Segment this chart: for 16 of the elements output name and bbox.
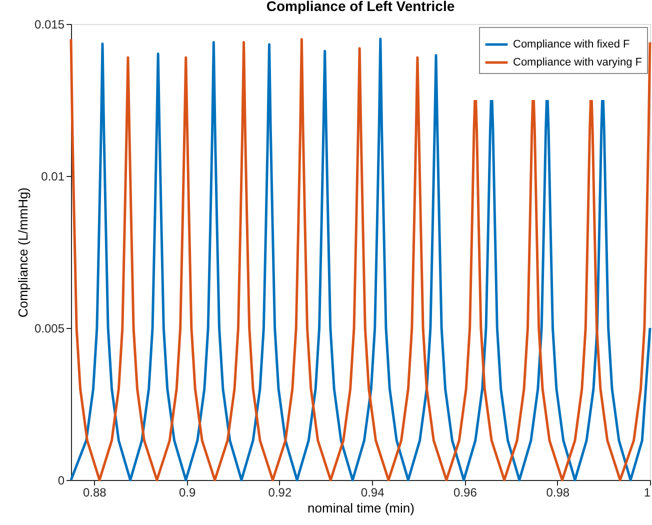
x-tick-label: 1 (644, 486, 651, 500)
y-tick-label: 0 (58, 474, 65, 488)
y-tick-label: 0.01 (41, 170, 65, 184)
x-tick-label: 0.92 (268, 486, 292, 500)
x-axis-title: nominal time (min) (308, 500, 414, 516)
x-tick-label: 0.94 (360, 486, 385, 500)
x-tick-label: 0.9 (178, 486, 196, 500)
y-tick-label: 0.015 (34, 18, 65, 32)
y-axis-title: Compliance (L/mmHg) (15, 187, 30, 318)
x-tick-label: 0.98 (546, 486, 570, 500)
chart-title: Compliance of Left Ventricle (266, 0, 455, 14)
y-tick-label: 0.005 (34, 322, 65, 336)
legend-label: Compliance with fixed F (513, 38, 630, 50)
x-tick-label: 0.88 (82, 486, 107, 500)
x-tick-label: 0.96 (454, 486, 478, 500)
legend-label: Compliance with varying F (513, 56, 642, 68)
